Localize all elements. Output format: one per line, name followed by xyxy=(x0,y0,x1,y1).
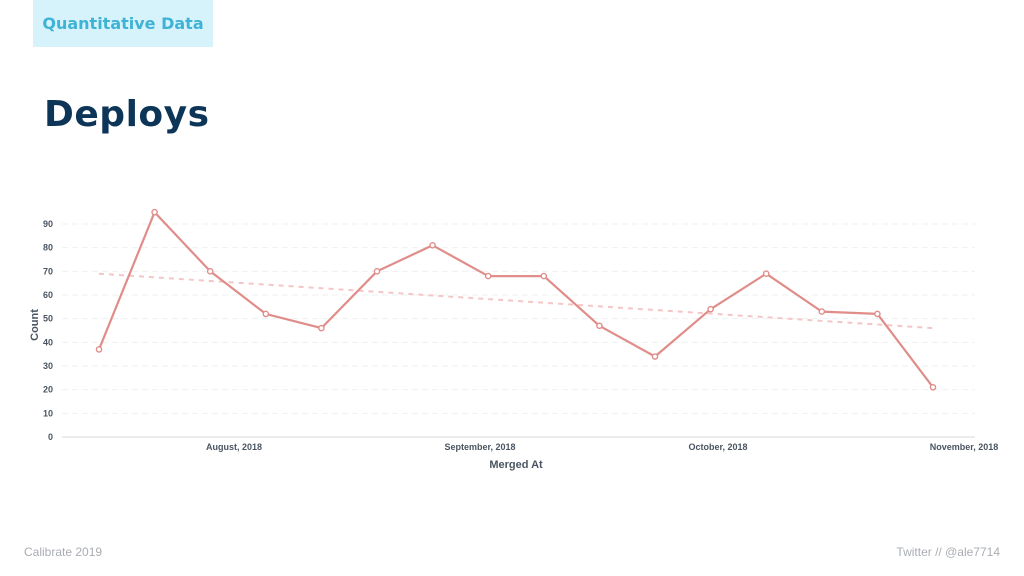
y-tick-label: 20 xyxy=(43,385,53,395)
x-tick-label: August, 2018 xyxy=(206,442,262,452)
y-tick-label: 90 xyxy=(43,219,53,229)
x-tick-label: October, 2018 xyxy=(688,442,747,452)
data-point xyxy=(206,268,214,275)
section-tag: Quantitative Data xyxy=(33,0,213,47)
x-axis-label: Merged At xyxy=(489,459,543,471)
data-point xyxy=(484,272,492,280)
y-tick-label: 10 xyxy=(43,408,53,418)
page-title: Deploys xyxy=(44,94,210,135)
footer-event: Calibrate 2019 xyxy=(24,545,103,559)
data-point xyxy=(373,268,381,275)
x-tick-label: September, 2018 xyxy=(444,442,515,452)
y-axis-label: Count xyxy=(29,309,41,341)
data-point xyxy=(429,241,436,249)
data-point xyxy=(707,305,714,313)
footer-handle: Twitter // @ale7714 xyxy=(896,545,1000,559)
data-point xyxy=(596,322,603,330)
data-point xyxy=(151,208,158,216)
section-tag-label: Quantitative Data xyxy=(42,14,204,33)
data-point xyxy=(929,383,937,391)
data-point xyxy=(818,308,826,315)
data-point xyxy=(95,346,103,353)
y-tick-label: 60 xyxy=(43,290,53,300)
y-tick-label: 70 xyxy=(43,266,53,276)
data-point xyxy=(318,324,325,332)
x-tick-label: November, 2018 xyxy=(930,442,999,452)
data-point xyxy=(874,310,881,318)
series-line xyxy=(97,211,934,388)
data-point xyxy=(762,270,770,278)
y-tick-label: 50 xyxy=(43,314,53,324)
data-point xyxy=(262,310,270,318)
y-tick-label: 40 xyxy=(43,337,53,347)
data-point xyxy=(540,272,548,280)
data-point xyxy=(651,353,659,360)
y-tick-label: 30 xyxy=(43,361,53,371)
y-tick-label: 80 xyxy=(43,243,53,253)
y-tick-label: 0 xyxy=(48,432,53,442)
